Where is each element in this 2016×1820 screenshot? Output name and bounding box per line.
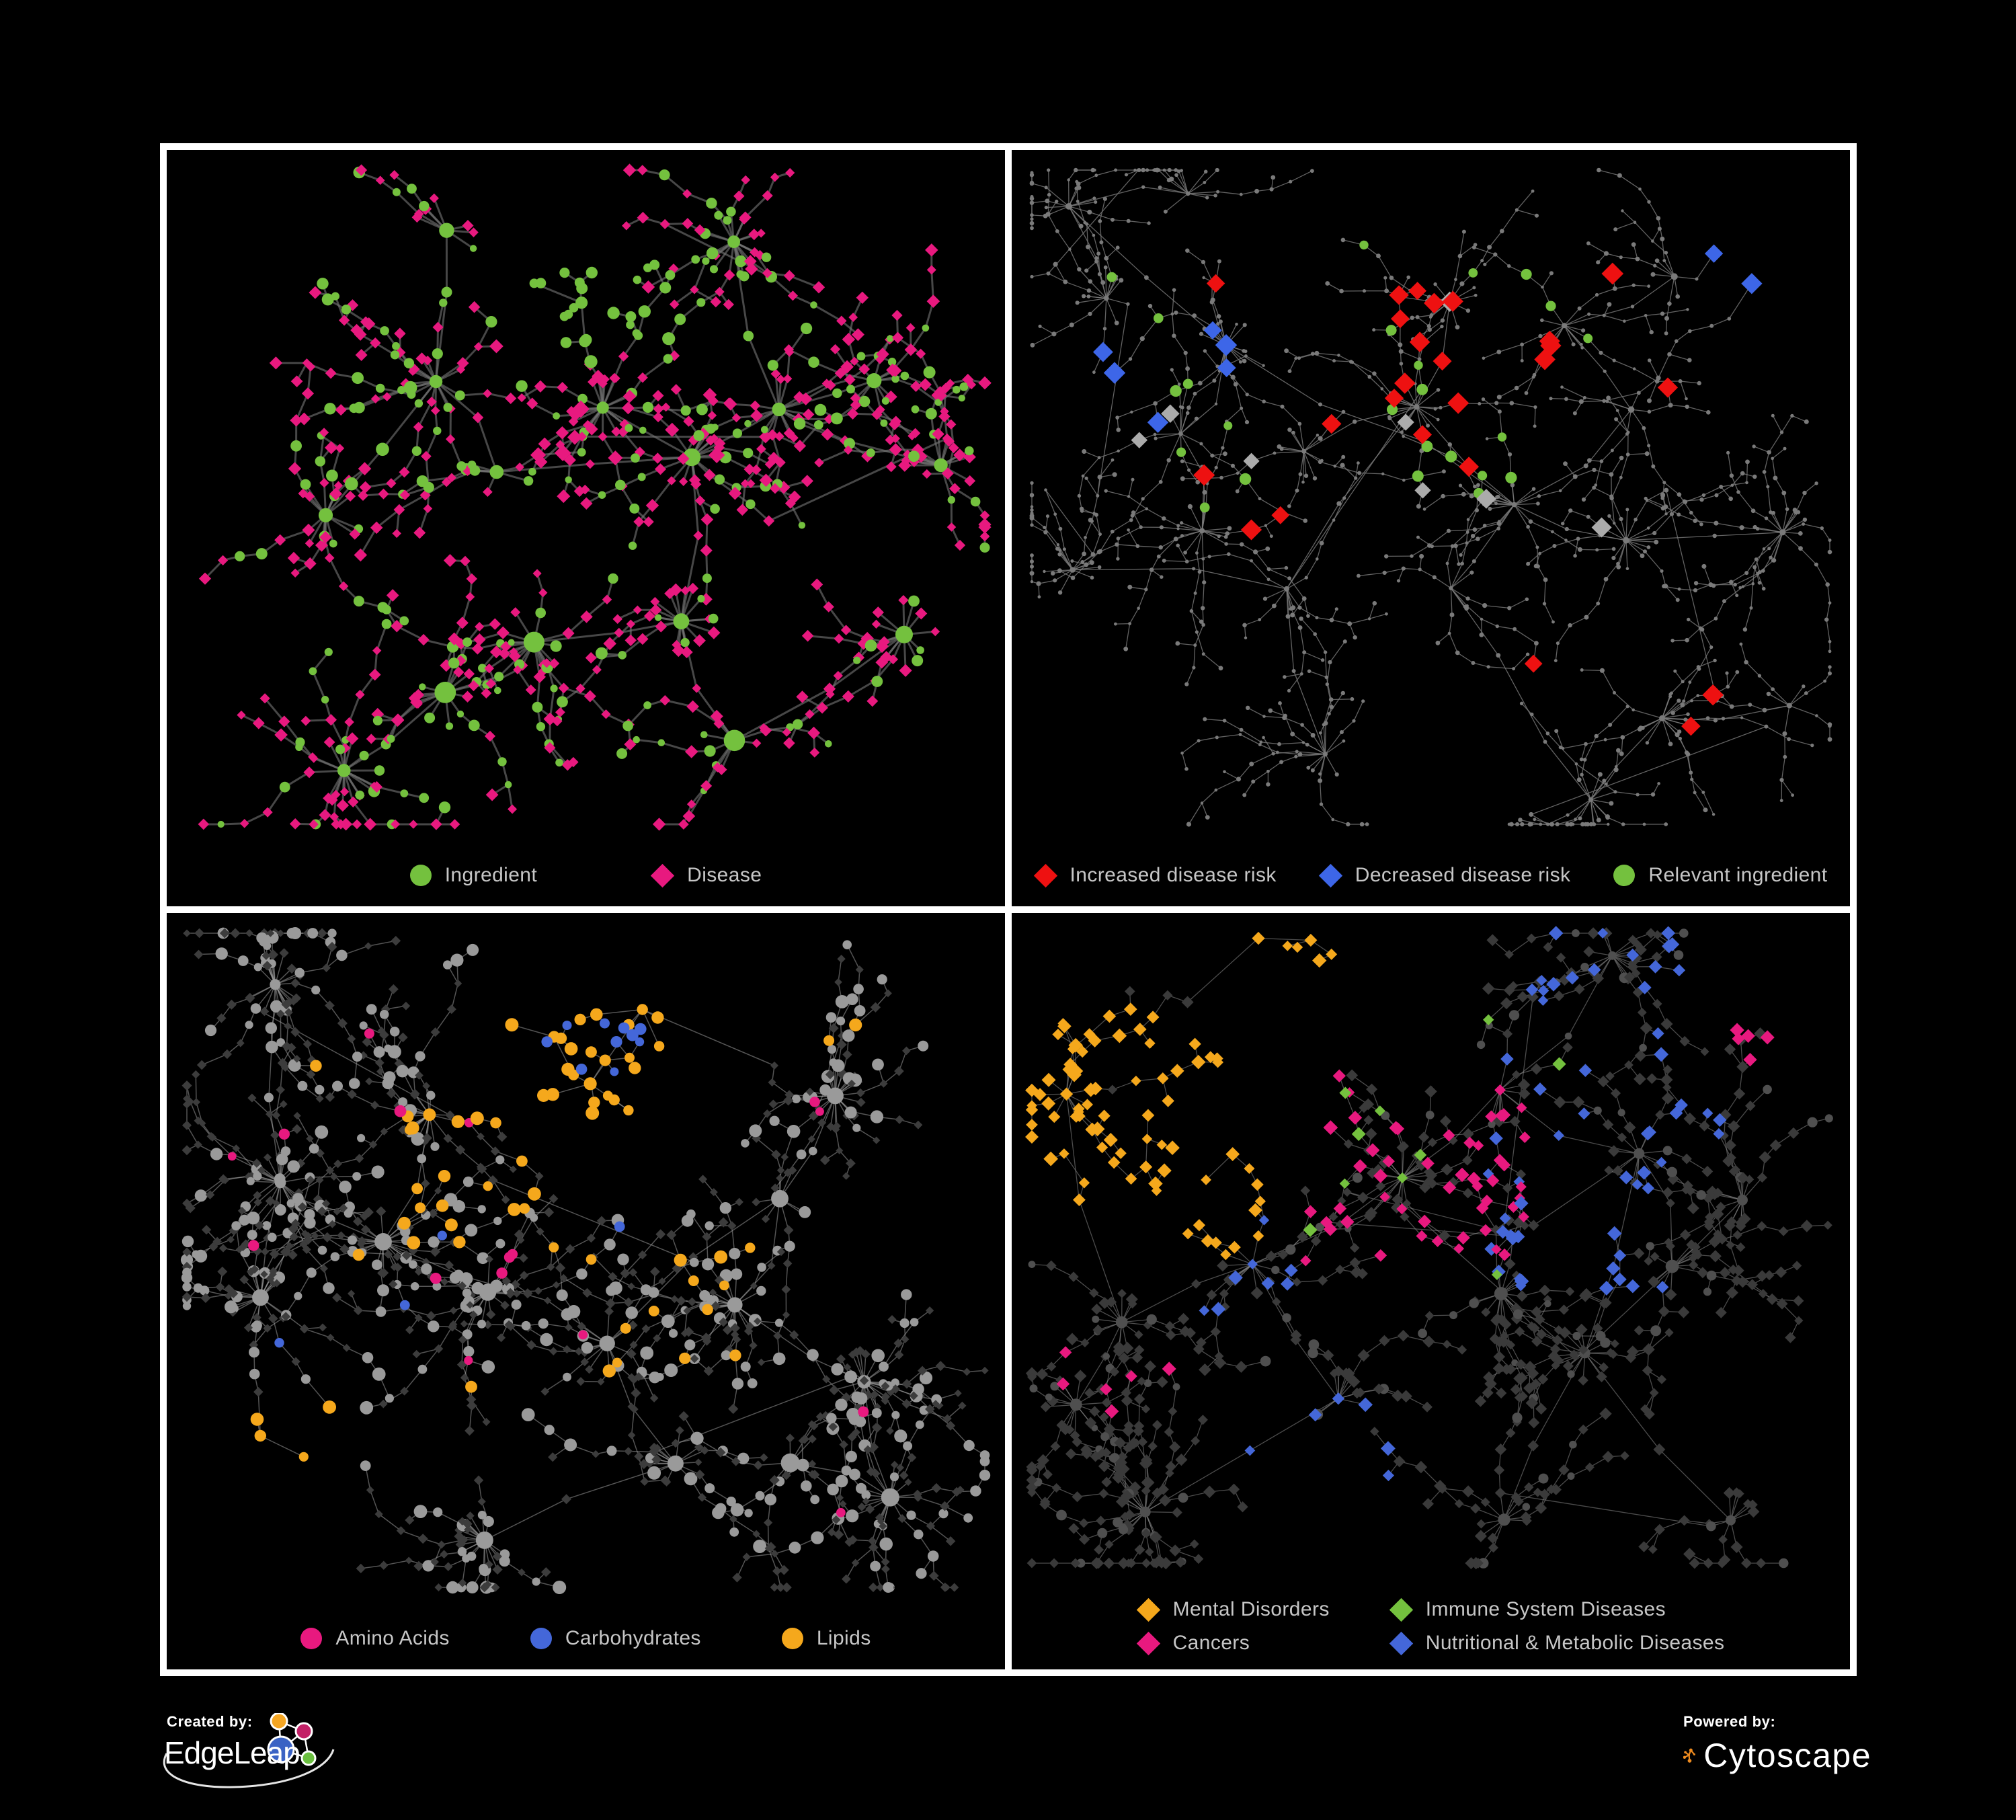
panel-disease-categories: Mental Disorders Immune System Diseases … (1012, 913, 1850, 1669)
decreased-risk-marker-icon (1318, 863, 1342, 887)
panel-grid: Ingredient Disease Increased disease ris… (160, 143, 1857, 1676)
legend-item: Immune System Diseases (1389, 1597, 1725, 1622)
network-macronutrients (180, 927, 991, 1594)
legend-label: Ingredient (444, 864, 538, 886)
legend-label: Decreased disease risk (1355, 864, 1571, 886)
powered-by-label: Powered by: (1683, 1713, 1776, 1730)
cancers-marker-icon (1136, 1631, 1160, 1655)
legend-item: Increased disease risk (1033, 863, 1277, 887)
legend-item: Mental Disorders (1136, 1597, 1330, 1622)
network-ingredient-disease (198, 163, 992, 831)
cytoscape-credit: Powered by: Cytosc (1683, 1713, 1871, 1804)
legend-item: Ingredient (409, 864, 538, 887)
increased-risk-marker-icon (1033, 863, 1057, 887)
created-by-label: Created by: (167, 1713, 253, 1730)
legend-label: Mental Disorders (1172, 1598, 1330, 1620)
disease-marker-icon (650, 863, 675, 887)
network-disease-categories (1025, 926, 1833, 1570)
legend-label: Nutritional & Metabolic Diseases (1425, 1632, 1725, 1654)
immune-diseases-marker-icon (1389, 1597, 1413, 1622)
metabolic-diseases-marker-icon (1389, 1631, 1413, 1655)
cytoscape-logo-icon (1683, 1748, 1695, 1763)
legend-label: Lipids (816, 1627, 871, 1649)
edgeleap-credit: Created by: EdgeLeap (160, 1713, 389, 1804)
panel-disease-risk: Increased disease risk Decreased disease… (1012, 150, 1850, 906)
legend-item: Decreased disease risk (1318, 863, 1571, 887)
legend-label: Increased disease risk (1070, 864, 1277, 886)
amino-acids-marker-icon (300, 1628, 323, 1649)
carbohydrates-marker-icon (530, 1628, 552, 1649)
edgeleap-logo-icon (163, 1713, 335, 1788)
legend-label: Amino Acids (335, 1627, 450, 1649)
legend-item: Carbohydrates (530, 1627, 701, 1650)
legend-item: Cancers (1136, 1631, 1330, 1655)
lipids-marker-icon (781, 1628, 803, 1649)
legend-item: Disease (650, 863, 762, 887)
legend-item: Lipids (781, 1627, 871, 1650)
panel-ingredient-disease: Ingredient Disease (167, 150, 1005, 906)
panel-macronutrients: Amino Acids Carbohydrates Lipids (167, 913, 1005, 1669)
legend-item: Relevant ingredient (1613, 864, 1827, 887)
network-disease-risk (1029, 167, 1832, 827)
legend-disease-categories: Mental Disorders Immune System Diseases … (1012, 1583, 1850, 1669)
legend-label: Immune System Diseases (1425, 1598, 1666, 1620)
legend-macronutrients: Amino Acids Carbohydrates Lipids (167, 1608, 1005, 1669)
legend-label: Disease (687, 864, 762, 886)
cytoscape-wordmark: Cytoscape (1703, 1737, 1871, 1774)
legend-label: Relevant ingredient (1648, 864, 1828, 886)
legend-ingredient-disease: Ingredient Disease (167, 844, 1005, 906)
legend-label: Carbohydrates (565, 1627, 701, 1649)
legend-disease-risk: Increased disease risk Decreased disease… (1012, 844, 1850, 906)
legend-label: Cancers (1172, 1632, 1250, 1654)
edgeleap-wordmark: EdgeLeap (164, 1735, 300, 1770)
legend-item: Nutritional & Metabolic Diseases (1389, 1631, 1725, 1655)
legend-item: Amino Acids (300, 1627, 449, 1650)
mental-disorders-marker-icon (1136, 1597, 1160, 1622)
ingredient-marker-icon (409, 865, 432, 886)
relevant-ingredient-marker-icon (1613, 865, 1636, 886)
